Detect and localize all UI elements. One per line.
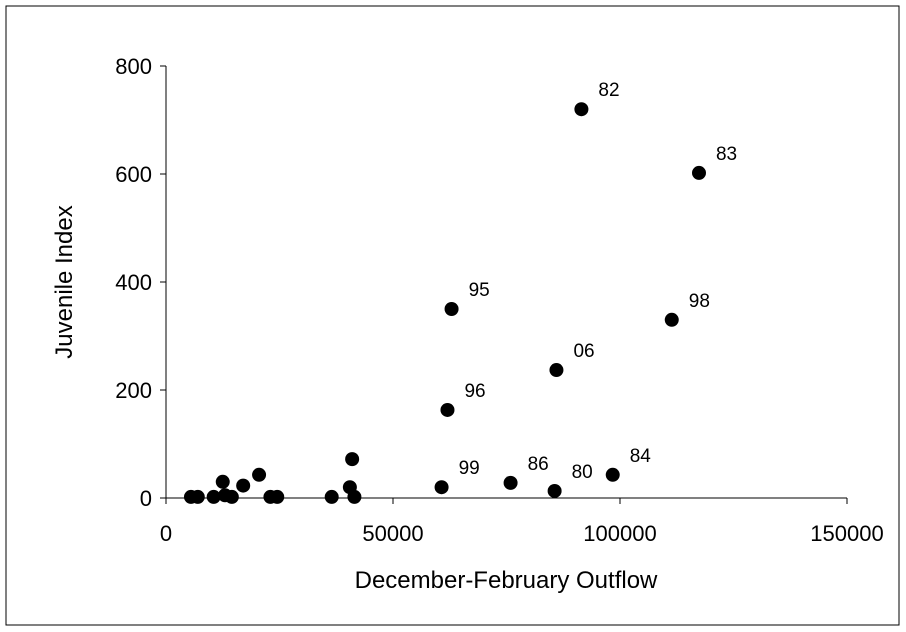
- point: [434, 480, 449, 495]
- x-axis-title: December-February Outflow: [355, 567, 658, 594]
- point-label: 84: [630, 446, 652, 467]
- x-tick-label: 0: [160, 521, 172, 546]
- x-tick-label: 100000: [583, 521, 656, 546]
- point-label: 95: [469, 280, 490, 301]
- point: [236, 478, 251, 493]
- point: [224, 489, 239, 504]
- point: [215, 474, 230, 489]
- y-tick-label: 0: [140, 486, 152, 511]
- point: [547, 483, 562, 498]
- point-label: 06: [573, 341, 594, 362]
- point: [503, 475, 518, 490]
- point: [444, 302, 459, 316]
- point: [190, 489, 205, 504]
- y-tick-label: 200: [115, 378, 152, 403]
- point-label: 86: [528, 454, 549, 475]
- x-tick-label: 150000: [810, 521, 883, 546]
- x-tick-label: 50000: [362, 521, 423, 546]
- y-tick-label: 800: [115, 54, 152, 79]
- point-label: 98: [689, 291, 710, 312]
- point: [345, 452, 360, 467]
- point: [605, 467, 620, 482]
- point-label: 99: [459, 458, 480, 479]
- point-label: 96: [464, 381, 485, 402]
- point: [324, 489, 339, 504]
- point: [252, 467, 267, 482]
- point: [574, 102, 589, 117]
- y-tick-label: 400: [115, 270, 152, 295]
- point: [691, 165, 706, 180]
- point-label: 80: [572, 462, 593, 483]
- point: [664, 312, 679, 327]
- chart-frame: [5, 5, 900, 626]
- point-label: 83: [716, 144, 737, 165]
- y-tick-label: 600: [115, 162, 152, 187]
- point-label: 82: [598, 80, 619, 101]
- point: [270, 489, 285, 504]
- point: [549, 363, 564, 378]
- point: [206, 489, 221, 504]
- point: [347, 489, 362, 504]
- y-axis-title: Juvenile Index: [51, 205, 78, 358]
- point: [440, 402, 455, 417]
